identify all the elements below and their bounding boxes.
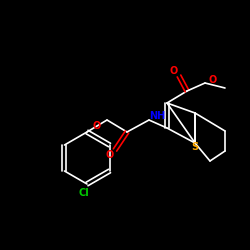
Text: S: S <box>192 142 198 152</box>
Text: O: O <box>170 66 178 76</box>
Text: NH: NH <box>149 111 165 121</box>
Text: Cl: Cl <box>78 188 90 198</box>
Text: O: O <box>209 75 217 85</box>
Text: O: O <box>106 150 114 160</box>
Text: O: O <box>93 121 101 131</box>
